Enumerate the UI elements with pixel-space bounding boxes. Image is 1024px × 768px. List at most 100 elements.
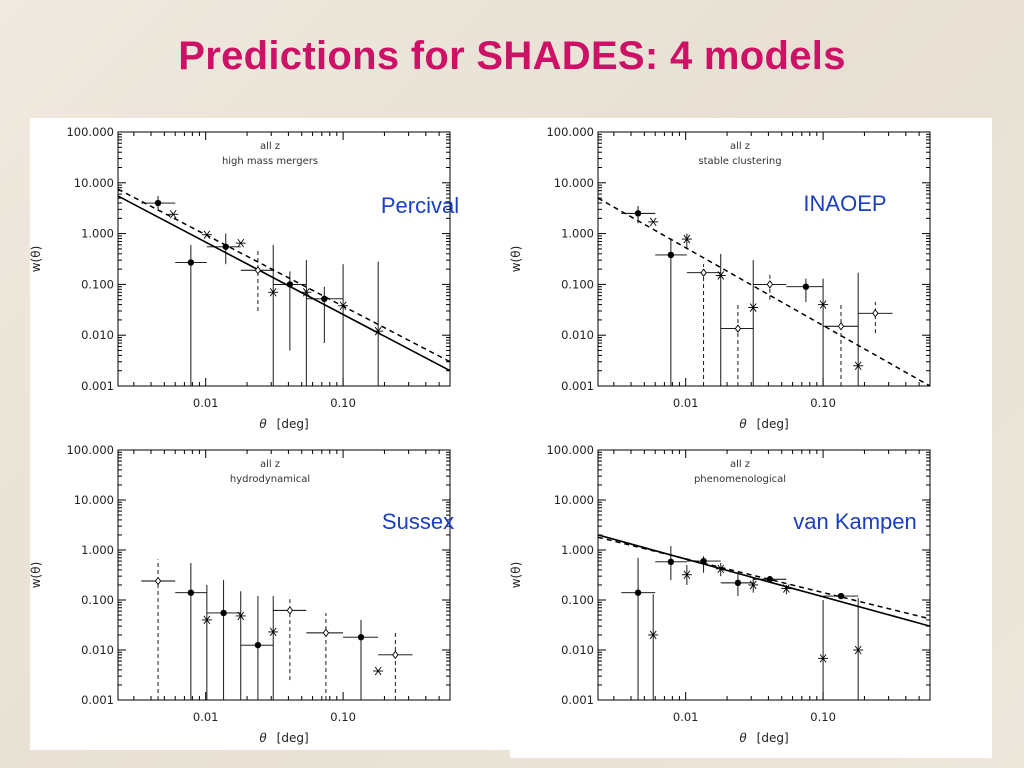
x-tick-label: 0.10	[810, 710, 836, 724]
y-tick-label: 1.000	[81, 227, 114, 241]
data-point-circle	[187, 259, 195, 266]
data-point-circle	[837, 592, 845, 600]
panel-note-redshift: all z	[730, 459, 750, 470]
panel-note-model-type: phenomenological	[694, 474, 786, 485]
data-point-asterisk	[818, 300, 829, 309]
data-point-circle	[321, 295, 328, 303]
data-point-asterisk	[853, 361, 864, 371]
x-tick-label: 0.01	[193, 396, 219, 410]
data-point-diamond	[154, 576, 162, 586]
data-point-asterisk	[781, 584, 792, 593]
x-tick-label: 0.10	[810, 396, 836, 410]
y-tick-label: 0.100	[81, 277, 114, 291]
y-tick-label: 0.100	[561, 593, 594, 607]
data-point-circle	[254, 641, 262, 649]
y-tick-label: 0.100	[561, 277, 594, 291]
panel-note-redshift: all z	[730, 141, 750, 152]
data-point-asterisk	[681, 570, 692, 580]
panel-note-model-type: stable clustering	[698, 156, 781, 167]
x-axis-unit: [deg]	[757, 731, 789, 745]
data-point-asterisk	[235, 611, 246, 621]
chart-panel-percival: 100.000 10.000 1.000 0.100 0.010 0.001 0.01 0.1…	[29, 118, 510, 436]
data-point-diamond	[734, 324, 742, 333]
y-tick-label: 0.010	[561, 643, 594, 657]
solid-model-line	[598, 534, 930, 627]
data-point-circle	[634, 210, 642, 217]
data-point-diamond	[322, 628, 330, 638]
data-point-circle	[357, 634, 365, 641]
dashed-model-line	[598, 536, 930, 620]
y-axis-label: w(θ)	[509, 562, 523, 589]
data-point-diamond	[837, 322, 845, 331]
data-point-asterisk	[648, 217, 659, 227]
data-point-circle	[286, 281, 294, 288]
y-tick-label: 10.000	[554, 176, 594, 190]
y-tick-label: 10.000	[554, 493, 594, 507]
y-tick-label: 100.000	[66, 443, 114, 457]
x-axis-symbol: θ	[739, 417, 747, 431]
data-point-circle	[700, 557, 707, 565]
y-tick-label: 0.100	[81, 593, 114, 607]
y-tick-label: 10.000	[74, 493, 114, 507]
y-axis-label: w(θ)	[29, 246, 43, 273]
data-point-asterisk	[748, 303, 759, 312]
y-tick-label: 0.010	[561, 328, 594, 342]
y-axis-label: w(θ)	[509, 246, 523, 273]
chart-svg: 100.000 10.000 1.000 0.100 0.010 0.001 0.01 0.1…	[29, 443, 454, 745]
data-point-diamond	[766, 280, 774, 289]
x-tick-label: 0.01	[193, 710, 219, 724]
x-tick-label: 0.10	[330, 710, 356, 724]
chart-panel-sussex: 100.000 10.000 1.000 0.100 0.010 0.001 0.01 0.1…	[29, 436, 510, 750]
dashed-model-line	[598, 197, 930, 386]
data-point-diamond	[254, 265, 262, 275]
data-point-circle	[766, 576, 774, 583]
data-point-asterisk	[268, 287, 279, 297]
model-name-label: Percival	[381, 193, 459, 218]
model-name-label: van Kampen	[793, 509, 917, 534]
data-point-asterisk	[201, 230, 212, 240]
panel-note-redshift: all z	[260, 141, 280, 152]
data-point-diamond	[286, 606, 294, 615]
y-tick-label: 0.001	[561, 693, 594, 707]
y-tick-label: 1.000	[561, 543, 594, 557]
data-point-asterisk	[853, 645, 864, 655]
data-point-circle	[734, 579, 742, 587]
y-tick-label: 0.001	[81, 379, 114, 393]
data-point-asterisk	[818, 654, 829, 663]
slide-title: Predictions for SHADES: 4 models	[178, 34, 846, 78]
x-axis-symbol: θ	[739, 731, 747, 745]
model-name-label: INAOEP	[803, 191, 886, 216]
y-tick-label: 0.010	[81, 328, 114, 342]
model-name-label: Sussex	[382, 509, 454, 534]
y-tick-label: 0.001	[561, 379, 594, 393]
data-point-asterisk	[748, 580, 759, 590]
chart-panel-inaoep: 100.000 10.000 1.000 0.100 0.010 0.001 0.01 0.1…	[509, 118, 992, 436]
x-axis-label: θ [deg]	[259, 417, 308, 431]
x-axis-symbol: θ	[259, 417, 267, 431]
panel-note-model-type: hydrodynamical	[230, 474, 310, 485]
data-point-circle	[187, 589, 195, 596]
y-tick-label: 1.000	[561, 227, 594, 241]
plot-frame	[117, 131, 451, 387]
x-tick-label: 0.01	[673, 396, 699, 410]
plot-frame	[597, 131, 931, 387]
x-axis-unit: [deg]	[277, 417, 309, 431]
y-axis-label: w(θ)	[29, 562, 43, 589]
data-point-diamond	[872, 309, 879, 318]
data-point-asterisk	[681, 234, 692, 244]
panel-note-redshift: all z	[260, 459, 280, 470]
y-tick-label: 10.000	[74, 176, 114, 190]
data-point-asterisk	[168, 210, 179, 219]
chart-svg: 100.000 10.000 1.000 0.100 0.010 0.001 0.01 0.1…	[509, 125, 931, 431]
y-tick-label: 100.000	[66, 125, 114, 139]
x-axis-unit: [deg]	[277, 731, 309, 745]
x-axis-symbol: θ	[259, 731, 267, 745]
x-axis-label: θ [deg]	[739, 417, 788, 431]
plot-frame	[597, 449, 931, 701]
plot-frame	[117, 449, 451, 701]
x-axis-label: θ [deg]	[259, 731, 308, 745]
y-tick-label: 0.010	[81, 643, 114, 657]
data-point-asterisk	[268, 627, 279, 637]
data-point-asterisk	[648, 630, 659, 640]
solid-model-line	[118, 195, 450, 372]
